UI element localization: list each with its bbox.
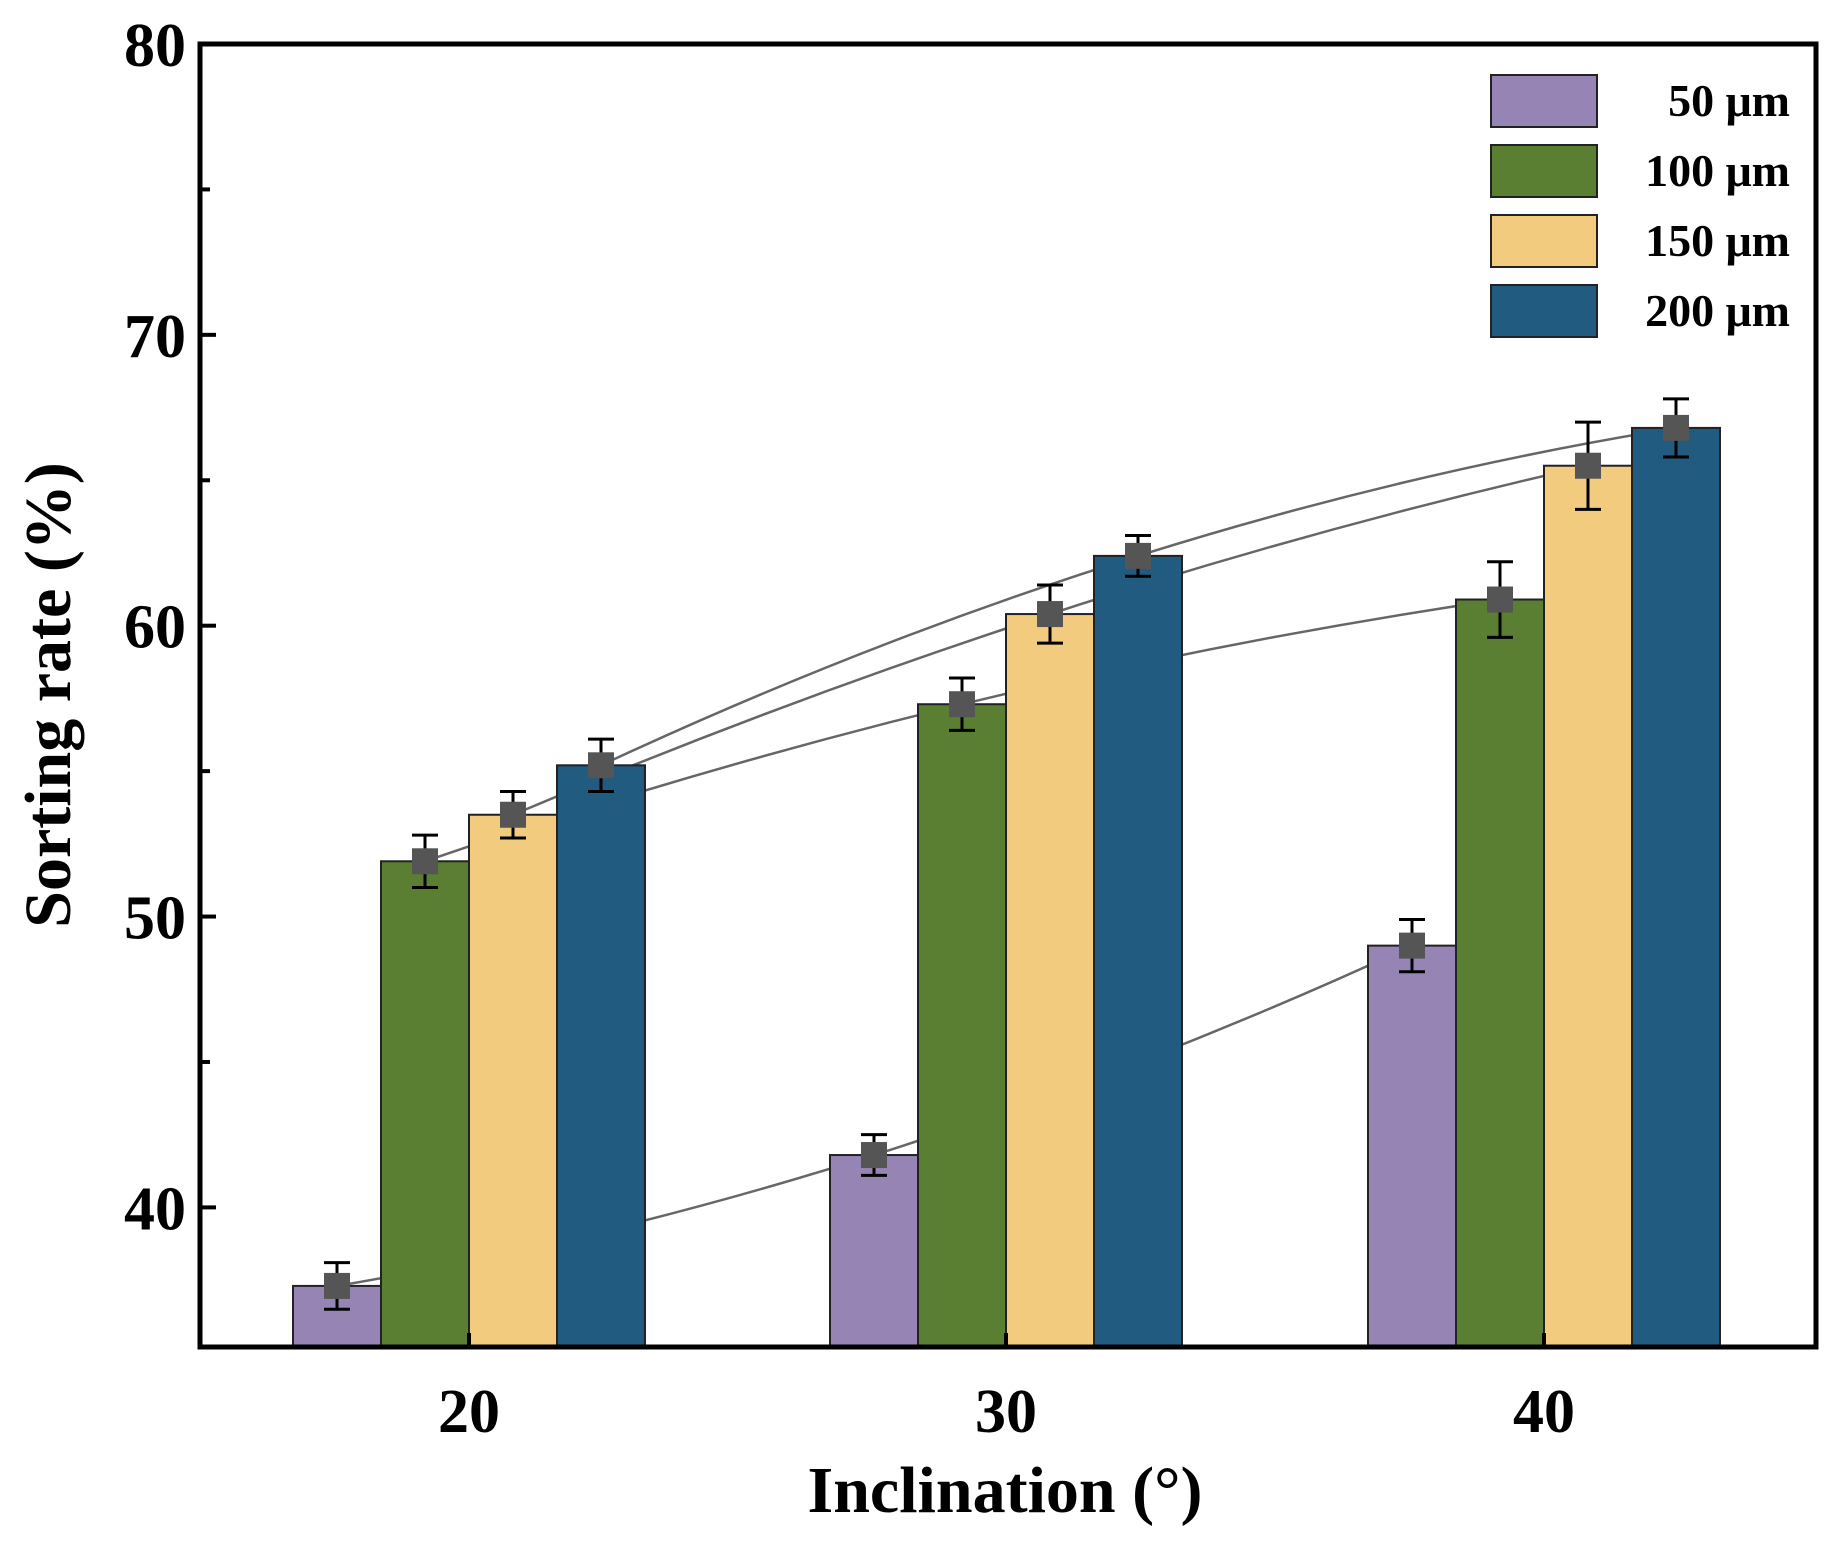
legend-label: 100 μm xyxy=(1645,145,1790,196)
legend-swatch xyxy=(1490,144,1598,198)
y-tick-labels: 40 50 60 70 80 xyxy=(124,12,186,1243)
bar xyxy=(917,703,1007,1348)
bar xyxy=(1367,944,1457,1348)
marker xyxy=(500,801,526,828)
x-tick-label: 40 xyxy=(1513,1378,1575,1446)
bar xyxy=(1455,598,1545,1348)
marker xyxy=(324,1272,350,1299)
marker xyxy=(1125,542,1151,569)
bars xyxy=(292,426,1721,1349)
marker xyxy=(1487,586,1513,613)
axes xyxy=(197,41,1819,1350)
legend: 50 μm 100 μm 150 μm 200 μm xyxy=(1490,74,1790,338)
y-axis-title: Sorting rate (%) xyxy=(12,462,85,928)
legend-swatch xyxy=(1490,214,1598,268)
marker xyxy=(949,691,975,718)
y-tick-label: 80 xyxy=(124,12,186,80)
legend-label: 50 μm xyxy=(1668,75,1790,126)
markers xyxy=(324,414,1689,1299)
bar xyxy=(1005,613,1095,1348)
marker xyxy=(861,1142,887,1169)
legend-item: 150 μm xyxy=(1490,214,1790,268)
marker xyxy=(1037,601,1063,628)
legend-label: 150 μm xyxy=(1645,215,1790,266)
bar xyxy=(1543,464,1633,1348)
marker xyxy=(1575,452,1601,479)
y-tick-label: 50 xyxy=(124,885,186,953)
x-tick-label: 30 xyxy=(975,1378,1037,1446)
y-tick-label: 60 xyxy=(124,594,186,662)
marker xyxy=(412,848,438,875)
marker xyxy=(588,752,614,779)
x-tick-label: 20 xyxy=(438,1378,500,1446)
x-axis-title: Inclination (°) xyxy=(808,1454,1203,1527)
legend-label: 200 μm xyxy=(1645,285,1790,336)
bar xyxy=(468,813,558,1348)
legend-swatch xyxy=(1490,74,1598,128)
y-tick-label: 70 xyxy=(124,303,186,371)
bar xyxy=(829,1154,919,1348)
bar xyxy=(556,764,646,1348)
y-tick-label: 40 xyxy=(124,1175,186,1243)
marker xyxy=(1399,932,1425,959)
bar xyxy=(380,860,470,1349)
legend-item: 100 μm xyxy=(1490,144,1790,198)
bar xyxy=(1093,554,1183,1348)
legend-swatch xyxy=(1490,284,1598,338)
x-tick-labels: 20 30 40 xyxy=(438,1378,1575,1446)
legend-item: 200 μm xyxy=(1490,284,1790,338)
marker xyxy=(1663,414,1689,441)
legend-item: 50 μm xyxy=(1490,74,1790,128)
bar xyxy=(1631,426,1721,1349)
